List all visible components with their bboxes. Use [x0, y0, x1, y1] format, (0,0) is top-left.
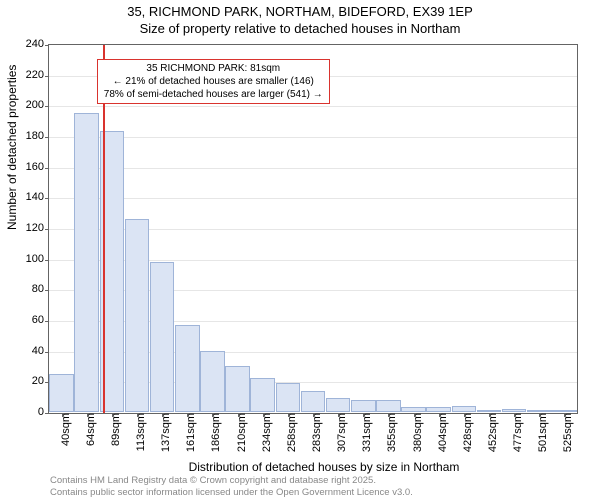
- ytick-label: 80: [14, 283, 44, 295]
- histogram-bar: [49, 374, 74, 412]
- xtick-label: 113sqm: [135, 413, 147, 451]
- histogram-bar: [200, 351, 225, 412]
- ytick-mark: [45, 413, 49, 414]
- xtick-label: 307sqm: [336, 413, 348, 452]
- attribution-block: Contains HM Land Registry data © Crown c…: [50, 475, 413, 498]
- histogram-bar: [452, 406, 477, 412]
- title-block: 35, RICHMOND PARK, NORTHAM, BIDEFORD, EX…: [0, 0, 600, 38]
- xtick-label: 477sqm: [512, 413, 524, 452]
- annotation-line2: ← 21% of detached houses are smaller (14…: [104, 75, 323, 88]
- ytick-label: 20: [14, 375, 44, 387]
- chart-area: 40sqm64sqm89sqm113sqm137sqm161sqm186sqm2…: [48, 44, 578, 414]
- ytick-label: 160: [14, 161, 44, 173]
- histogram-bar: [74, 113, 99, 412]
- attribution-line2: Contains public sector information licen…: [50, 487, 413, 498]
- ytick-label: 60: [14, 314, 44, 326]
- xtick-label: 404sqm: [437, 413, 449, 452]
- ytick-label: 140: [14, 191, 44, 203]
- annotation-box: 35 RICHMOND PARK: 81sqm← 21% of detached…: [97, 59, 330, 104]
- ytick-label: 40: [14, 345, 44, 357]
- xtick-label: 525sqm: [562, 413, 574, 452]
- ytick-mark: [45, 352, 49, 353]
- histogram-bar: [527, 410, 552, 412]
- x-axis-label: Distribution of detached houses by size …: [24, 460, 600, 474]
- ytick-mark: [45, 198, 49, 199]
- xtick-label: 501sqm: [537, 413, 549, 452]
- ytick-mark: [45, 290, 49, 291]
- y-axis-label: Number of detached properties: [5, 65, 19, 230]
- xtick-label: 234sqm: [261, 413, 273, 452]
- ytick-label: 240: [14, 38, 44, 50]
- histogram-bar: [225, 366, 250, 412]
- histogram-bar: [276, 383, 301, 412]
- xtick-label: 40sqm: [60, 413, 72, 446]
- title-subtitle: Size of property relative to detached ho…: [0, 21, 600, 38]
- histogram-bar: [552, 410, 577, 412]
- chart-container: 35, RICHMOND PARK, NORTHAM, BIDEFORD, EX…: [0, 0, 600, 500]
- title-address: 35, RICHMOND PARK, NORTHAM, BIDEFORD, EX…: [0, 4, 600, 21]
- ytick-label: 100: [14, 253, 44, 265]
- gridline: [49, 198, 577, 199]
- ytick-label: 180: [14, 130, 44, 142]
- histogram-bar: [351, 400, 376, 412]
- xtick-label: 64sqm: [85, 413, 97, 446]
- histogram-bar: [326, 398, 351, 412]
- ytick-label: 0: [14, 406, 44, 418]
- ytick-mark: [45, 321, 49, 322]
- ytick-mark: [45, 168, 49, 169]
- ytick-mark: [45, 76, 49, 77]
- attribution-line1: Contains HM Land Registry data © Crown c…: [50, 475, 413, 486]
- xtick-label: 283sqm: [311, 413, 323, 452]
- annotation-line3: 78% of semi-detached houses are larger (…: [104, 88, 323, 101]
- ytick-label: 120: [14, 222, 44, 234]
- histogram-bar: [426, 407, 451, 412]
- xtick-label: 355sqm: [386, 413, 398, 452]
- ytick-mark: [45, 45, 49, 46]
- annotation-line1: 35 RICHMOND PARK: 81sqm: [104, 62, 323, 75]
- xtick-label: 331sqm: [361, 413, 373, 452]
- xtick-label: 210sqm: [236, 413, 248, 452]
- histogram-bar: [477, 410, 502, 412]
- ytick-mark: [45, 106, 49, 107]
- xtick-label: 186sqm: [210, 413, 222, 452]
- xtick-label: 380sqm: [412, 413, 424, 452]
- xtick-label: 161sqm: [185, 413, 197, 452]
- ytick-label: 220: [14, 69, 44, 81]
- histogram-bar: [376, 400, 401, 412]
- histogram-bar: [250, 378, 275, 412]
- histogram-bar: [401, 407, 426, 412]
- xtick-label: 89sqm: [110, 413, 122, 446]
- histogram-bar: [125, 219, 150, 412]
- xtick-label: 258sqm: [286, 413, 298, 452]
- gridline: [49, 106, 577, 107]
- histogram-bar: [301, 391, 326, 412]
- xtick-label: 428sqm: [462, 413, 474, 452]
- ytick-label: 200: [14, 99, 44, 111]
- gridline: [49, 168, 577, 169]
- xtick-label: 452sqm: [487, 413, 499, 452]
- gridline: [49, 137, 577, 138]
- ytick-mark: [45, 260, 49, 261]
- histogram-bar: [175, 325, 200, 412]
- ytick-mark: [45, 229, 49, 230]
- plot-area: 40sqm64sqm89sqm113sqm137sqm161sqm186sqm2…: [48, 44, 578, 414]
- histogram-bar: [502, 409, 527, 412]
- histogram-bar: [150, 262, 175, 412]
- xtick-label: 137sqm: [160, 413, 172, 452]
- ytick-mark: [45, 137, 49, 138]
